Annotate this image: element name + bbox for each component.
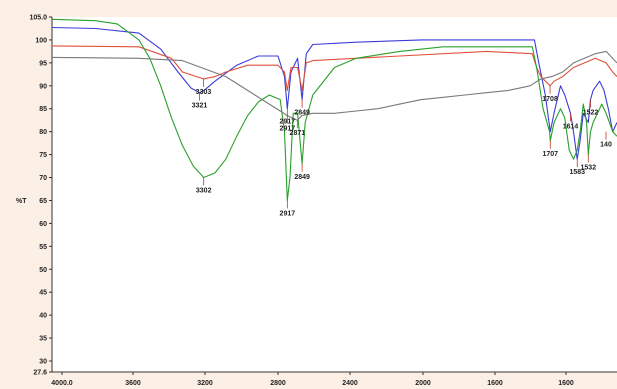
y-tick-label: 27.6 [33,370,47,377]
peak-label: 2849 [294,174,310,181]
x-tick-label: 1600 [487,380,503,387]
y-tick-label: 105.0 [29,15,47,22]
series-lines [51,18,617,202]
x-tick-label: 1600 [558,380,574,387]
y-axis-label: %T [16,198,27,205]
peak-label: 3302 [196,188,212,195]
series-line-blue [51,26,617,160]
series-line-red [51,45,617,91]
y-tick-label: 75 [39,152,47,159]
y-tick-label: 90 [39,83,47,90]
peak-label: 1708 [542,96,558,103]
series-line-green [51,18,617,202]
y-tick-label: 70 [39,175,47,182]
y-tick-label: 80 [39,129,47,136]
peak-label: 1614 [563,123,579,130]
y-ticks: 105.0 100 95 90 85 80 75 70 65 60 55 50 45 40 35 30 27.6 [29,15,52,377]
y-tick-label: 30 [39,358,47,365]
peak-label: 1522 [583,110,599,117]
x-tick-label: 2400 [342,380,358,387]
y-tick-label: 95 [39,60,47,67]
peak-label: 140 [600,142,612,149]
peak-label: 1707 [542,151,558,158]
x-tick-label: 3200 [197,380,213,387]
peak-label: 2917 [280,126,296,133]
peak-label: 1532 [581,165,597,172]
y-tick-label: 50 [39,267,47,274]
x-tick-label: 4000.0 [51,380,73,387]
peak-label: 1583 [569,169,585,176]
y-tick-label: 40 [39,313,47,320]
peak-labels: 3321330333022917284929172871291728491708… [192,78,612,217]
y-tick-label: 35 [39,336,47,343]
x-tick-label: 3600 [125,380,141,387]
y-tick-label: 60 [39,221,47,228]
plot-area [52,17,617,372]
y-tick-label: 65 [39,198,47,205]
y-tick-label: 85 [39,106,47,113]
x-tick-label: 2800 [270,380,286,387]
peak-label: 3303 [196,89,212,96]
x-ticks: 4000.0 3600 3200 2800 2400 2000 1600 1600 [51,372,574,387]
peak-label: 2871 [290,130,306,137]
peak-label: 2917 [280,210,296,217]
y-tick-label: 45 [39,290,47,297]
series-line-gray [51,50,617,121]
peak-label: 3321 [192,103,208,110]
y-tick-label: 100 [35,37,47,44]
peak-label: 2849 [294,110,310,117]
x-tick-label: 2000 [415,380,431,387]
y-tick-label: 55 [39,244,47,251]
